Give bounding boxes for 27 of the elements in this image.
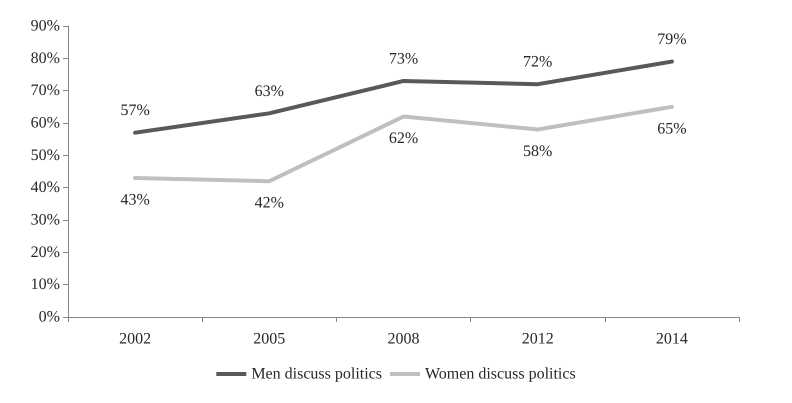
y-tick-label: 10% [30,276,60,294]
y-tick-label: 70% [30,82,60,100]
y-tick-label: 40% [30,179,60,196]
y-tick-label: 30% [30,212,60,228]
x-tick-label: 2012 [522,330,554,348]
x-tick-label: 2002 [119,330,152,348]
y-tick-label: 50% [30,146,60,164]
y-tick-label: 80% [30,50,60,67]
data-label: 72% [523,54,552,71]
x-tick-label: 2005 [253,330,286,348]
data-label: 62% [388,130,418,148]
data-label: 58% [523,142,552,160]
y-tick-label: 20% [30,244,60,261]
legend-label: Men discuss politics [251,366,382,382]
data-label: 42% [254,194,284,212]
legend-label: Women discuss politics [424,366,576,382]
data-label: 73% [388,50,418,68]
data-label: 65% [657,120,687,138]
x-tick-label: 2014 [656,330,688,348]
data-label: 63% [254,82,284,100]
data-label: 79% [657,31,687,48]
y-tick-label: 90% [30,18,60,34]
y-tick-label: 0% [38,308,60,326]
x-tick-label: 2008 [388,330,420,348]
data-label: 57% [120,102,150,120]
y-tick-label: 60% [30,114,60,132]
data-label: 43% [120,191,150,208]
